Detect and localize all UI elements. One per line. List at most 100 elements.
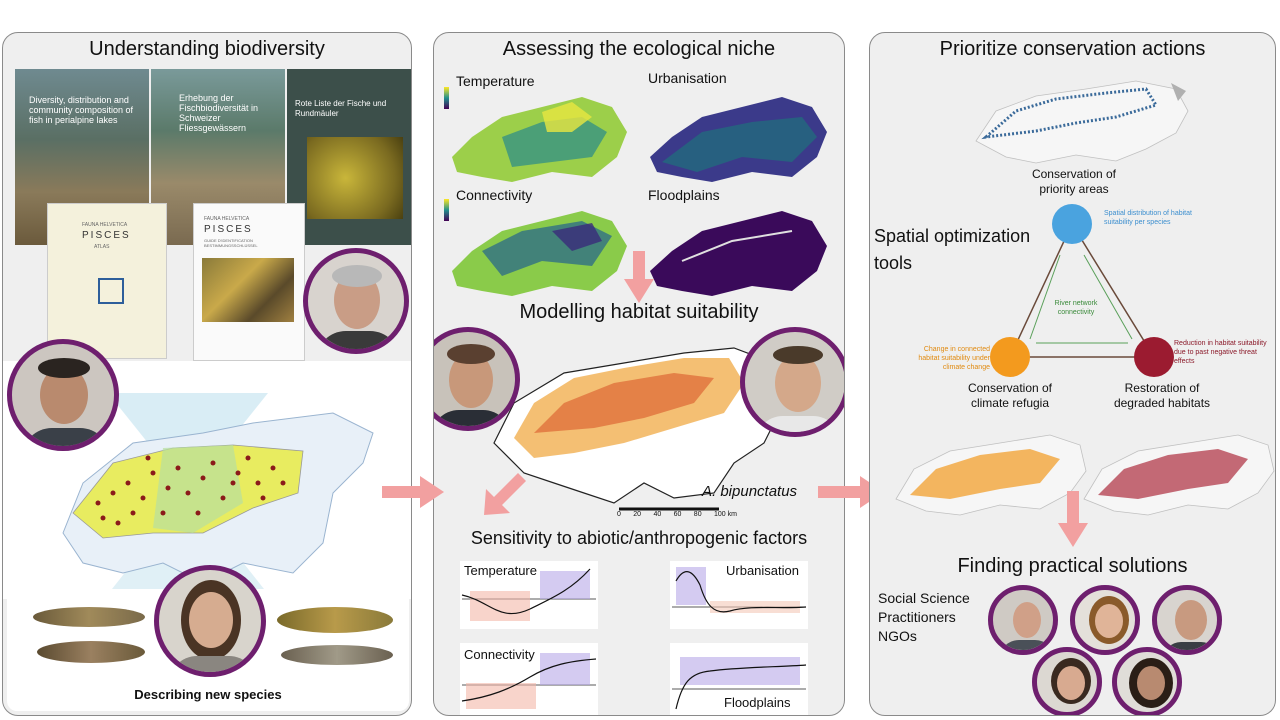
urbanisation-map	[650, 97, 827, 182]
plot-label: Urbanisation	[726, 563, 799, 578]
panel-title: Understanding biodiversity	[89, 38, 325, 60]
book-series: FAUNA HELVETICA	[204, 216, 250, 222]
book-cover-image	[307, 137, 403, 219]
modelling-title: Modelling habitat suitability	[519, 301, 759, 323]
hair	[447, 344, 495, 364]
face	[1013, 602, 1041, 638]
solutions-title: Finding practical solutions	[957, 555, 1188, 577]
stakeholder-social-science: Social Science	[878, 590, 970, 606]
portrait-researcher	[303, 248, 409, 354]
fish-image-1	[33, 607, 145, 627]
shoulders	[755, 416, 841, 432]
panel-ecological-niche: Assessing the ecological niche Temperatu…	[433, 32, 845, 716]
plot-urbanisation: Urbanisation	[670, 561, 808, 629]
stakeholder-ngos: NGOs	[878, 628, 917, 644]
degraded-habitats-map	[1083, 434, 1275, 516]
portrait-researcher-bearded	[7, 339, 119, 451]
face	[1137, 666, 1165, 700]
scalebar-labels: 0 20 40 60 80 100 km	[617, 511, 737, 518]
hair	[773, 346, 823, 364]
portrait-researcher-glasses	[740, 327, 844, 437]
high-suitability	[534, 373, 714, 433]
portrait-researcher-beard	[434, 327, 520, 431]
portrait-stakeholder-1	[988, 585, 1058, 655]
shoulders	[22, 428, 110, 446]
map-label-urbanisation: Urbanisation	[648, 70, 727, 86]
plot-floodplains: Floodplains	[670, 643, 808, 715]
hair	[332, 265, 382, 287]
restoration-label: Restoration of degraded habitats	[1113, 381, 1211, 410]
face	[189, 592, 233, 648]
red-node	[1134, 337, 1174, 377]
triangle-outline	[1008, 222, 1156, 358]
hair	[38, 358, 90, 378]
book-cover-image	[202, 258, 294, 322]
face	[1175, 600, 1207, 640]
panel-understanding-biodiversity: Understanding biodiversity Diversity, di…	[2, 32, 412, 716]
plot-svg	[672, 567, 807, 613]
scalebar-tick: 80	[693, 511, 702, 518]
colorbar	[444, 87, 449, 109]
fish-image-4	[281, 645, 393, 665]
orange-node	[990, 337, 1030, 377]
panel-title: Assessing the ecological niche	[502, 38, 776, 60]
plot-temperature: Temperature	[460, 561, 598, 629]
plot-connectivity: Connectivity	[460, 643, 598, 715]
book-emblem	[98, 278, 124, 304]
book-title: Rote Liste der Fische und Rundmäuler	[295, 99, 387, 118]
shoulders	[434, 410, 511, 426]
plot-svg	[672, 657, 807, 710]
habitat-suitability-map	[493, 347, 785, 511]
panel-title: Prioritize conservation actions	[939, 38, 1206, 60]
stakeholder-list: Social Science Practitioners NGOs	[878, 589, 970, 646]
climate-refugia-map	[895, 434, 1087, 516]
shoulders	[999, 640, 1053, 650]
arrow-panel2-to-panel3	[818, 476, 884, 508]
shoulders	[316, 331, 400, 349]
panel-conservation-actions: Prioritize conservation actions Conserva…	[869, 32, 1276, 716]
plot-svg	[461, 568, 596, 621]
portrait-stakeholder-3	[1152, 585, 1222, 655]
sensitivity-title: Sensitivity to abiotic/anthropogenic fac…	[470, 528, 808, 548]
optimization-triangle	[990, 204, 1174, 377]
priority-areas-map	[975, 80, 1189, 164]
plot-label: Temperature	[464, 563, 537, 578]
book-title: Erhebung der Fischbiodiversität in Schwe…	[179, 93, 259, 133]
book-series: FAUNA HELVETICA	[82, 222, 128, 228]
scalebar-tick: 40	[653, 511, 662, 518]
blue-node-note: Spatial distribution of habitat suitabil…	[1104, 210, 1192, 226]
map-label-temperature: Temperature	[456, 73, 535, 89]
face	[1095, 604, 1123, 638]
book-rote-liste: Rote Liste der Fische und Rundmäuler	[287, 69, 411, 245]
shoulders	[1163, 642, 1217, 650]
face	[1057, 666, 1085, 700]
green-overlay	[153, 445, 243, 533]
scalebar-tick: 100 km	[713, 511, 737, 518]
connectivity-map	[452, 211, 627, 296]
floodplains-map	[650, 211, 827, 296]
scalebar-tick: 20	[633, 511, 642, 518]
center-note: River network connectivity	[1054, 300, 1098, 316]
book-title: PISCES	[82, 230, 131, 241]
book-title: Diversity, distribution and community co…	[29, 95, 134, 125]
portrait-researcher-woman	[154, 565, 266, 677]
portrait-stakeholder-4	[1032, 647, 1102, 715]
arrow-down	[624, 251, 654, 303]
refugia-label: Conservation of climate refugia	[967, 381, 1053, 410]
portrait-stakeholder-5	[1112, 647, 1182, 715]
arrow-panel1-to-panel2	[382, 476, 444, 508]
map-label-connectivity: Connectivity	[456, 187, 533, 203]
arrow-diagonal	[484, 473, 526, 515]
plot-label: Floodplains	[724, 695, 791, 710]
network-link	[1029, 254, 1061, 340]
fish-image-3	[277, 607, 393, 633]
colorbar	[444, 199, 449, 221]
book-title: PISCES	[204, 224, 253, 235]
book-subtitle: ATLAS	[94, 244, 110, 250]
book-pisces-atlas: FAUNA HELVETICA PISCES ATLAS	[47, 203, 167, 359]
arrow-down	[1058, 491, 1088, 547]
shoulders	[169, 656, 257, 672]
priority-label: Conservation of priority areas	[1031, 167, 1117, 196]
scalebar-tick: 60	[673, 511, 682, 518]
blue-node	[1052, 204, 1092, 244]
